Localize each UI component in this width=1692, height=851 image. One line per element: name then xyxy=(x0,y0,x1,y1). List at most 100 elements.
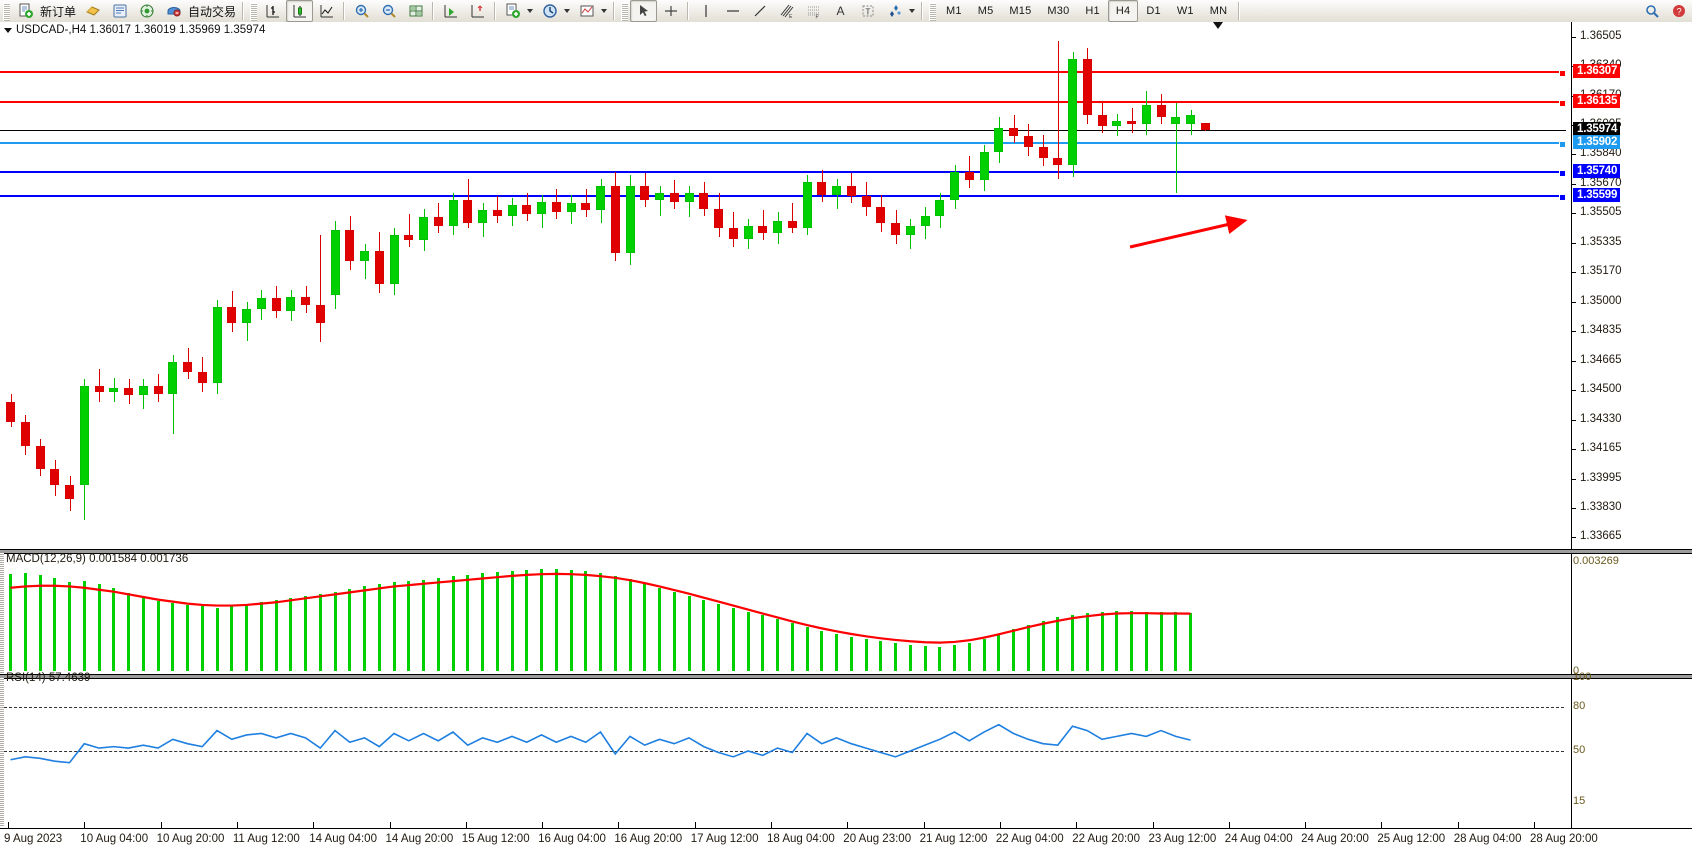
candle-body xyxy=(35,446,45,470)
timeframe-w1[interactable]: W1 xyxy=(1176,5,1194,17)
timeframe-m30[interactable]: M30 xyxy=(1047,5,1070,17)
price-level-label-bid[interactable]: 1.35974 xyxy=(1573,122,1621,137)
navigator-icon[interactable] xyxy=(133,0,160,22)
toolbar-separator xyxy=(242,2,245,20)
price-level-line-resistance[interactable] xyxy=(0,70,1566,73)
price-level-handle[interactable] xyxy=(1559,100,1566,108)
help-icon[interactable]: ? xyxy=(1665,0,1692,22)
price-level-handle[interactable] xyxy=(1559,194,1566,202)
candle-body xyxy=(817,182,827,195)
line-chart-icon[interactable] xyxy=(313,0,340,22)
price-level-label-support[interactable]: 1.35740 xyxy=(1573,163,1621,178)
trendline-icon[interactable] xyxy=(746,0,773,22)
indicators-dropdown-icon[interactable] xyxy=(527,9,534,13)
candle-body xyxy=(20,421,30,447)
price-tick xyxy=(1572,183,1576,185)
new-order-label[interactable]: 新订单 xyxy=(40,4,77,19)
period-toolbar-grip[interactable] xyxy=(929,1,937,21)
vertical-line-icon[interactable] xyxy=(692,0,719,22)
bar-chart-icon[interactable] xyxy=(259,0,286,22)
zoom-out-icon[interactable] xyxy=(375,0,402,22)
price-level-line-bid[interactable] xyxy=(0,130,1566,132)
price-level-handle[interactable] xyxy=(1559,169,1566,177)
horizontal-line-icon[interactable] xyxy=(719,0,746,22)
candle-wick xyxy=(659,185,661,216)
rsi-panel-divider[interactable] xyxy=(0,674,1692,679)
period-dropdown-icon[interactable] xyxy=(564,9,571,13)
chart-context-caret-icon[interactable] xyxy=(4,27,12,33)
main-toolbar[interactable]: 新订单 自动交易 xyxy=(0,0,1692,23)
chart-toolbar-grip[interactable] xyxy=(250,1,258,21)
macd-histogram-bar xyxy=(422,579,425,671)
price-level-line-resistance[interactable] xyxy=(0,101,1566,104)
price-tick-label: 1.33995 xyxy=(1580,471,1622,484)
chart-shift-icon[interactable] xyxy=(464,0,491,22)
period-icon[interactable] xyxy=(536,0,563,22)
macd-histogram-bar xyxy=(1189,612,1192,671)
price-level-label-level[interactable]: 1.35902 xyxy=(1573,135,1621,150)
terminal-icon[interactable] xyxy=(160,0,187,22)
price-level-label-support[interactable]: 1.35599 xyxy=(1573,188,1621,203)
macd-pane[interactable] xyxy=(0,553,1566,673)
fibonacci-icon[interactable]: F xyxy=(800,0,827,22)
macd-histogram-bar xyxy=(643,583,647,671)
auto-scroll-icon[interactable] xyxy=(437,0,464,22)
macd-histogram-bar xyxy=(864,639,868,671)
price-tick xyxy=(1572,537,1576,539)
templates-dropdown-icon[interactable] xyxy=(601,9,608,13)
candle-body xyxy=(610,185,620,253)
macd-histogram-bar xyxy=(820,630,824,671)
price-level-line-support[interactable] xyxy=(0,170,1566,173)
autotrading-label[interactable]: 自动交易 xyxy=(188,4,237,19)
timeframe-m5[interactable]: M5 xyxy=(977,5,994,17)
indicators-icon[interactable] xyxy=(499,0,526,22)
shapes-icon[interactable] xyxy=(881,0,908,22)
chart-marker-caret-icon[interactable] xyxy=(1213,22,1223,29)
rsi-pane[interactable] xyxy=(0,678,1566,826)
price-level-line-level[interactable] xyxy=(0,142,1566,145)
new-order-button[interactable] xyxy=(12,0,39,22)
equidistant-channel-icon[interactable]: E xyxy=(773,0,800,22)
templates-icon[interactable] xyxy=(573,0,600,22)
macd-pane-grip[interactable] xyxy=(0,553,4,673)
tools-toolbar-grip[interactable] xyxy=(621,1,629,21)
toolbar-grip[interactable] xyxy=(3,1,10,21)
search-icon[interactable] xyxy=(1638,0,1665,22)
text-label-icon[interactable]: T xyxy=(854,0,881,22)
price-pane[interactable] xyxy=(0,22,1566,552)
candle-body xyxy=(581,203,591,211)
cursor-icon[interactable] xyxy=(630,0,658,22)
price-level-line-support[interactable] xyxy=(0,195,1566,198)
price-tick-label: 1.35670 xyxy=(1580,176,1622,189)
price-level-label-resistance[interactable]: 1.36307 xyxy=(1573,63,1621,78)
candle-body xyxy=(1186,115,1195,125)
market-watch-icon[interactable] xyxy=(106,0,133,22)
time-tick xyxy=(618,822,620,829)
candlestick-icon[interactable] xyxy=(286,0,314,22)
timeframe-m15[interactable]: M15 xyxy=(1009,5,1032,17)
expert-advisors-icon[interactable] xyxy=(79,0,106,22)
rsi-pane-grip[interactable] xyxy=(0,678,4,826)
shapes-dropdown-icon[interactable] xyxy=(909,9,916,13)
candle-wick xyxy=(792,203,794,234)
timeframe-mn[interactable]: MN xyxy=(1209,5,1228,17)
candle-wick xyxy=(172,354,174,435)
macd-panel-divider[interactable] xyxy=(0,549,1692,554)
price-axis[interactable]: 1.365051.363401.361701.360051.358401.356… xyxy=(1571,22,1692,828)
price-level-handle[interactable] xyxy=(1559,69,1566,77)
zoom-in-icon[interactable] xyxy=(348,0,375,22)
timeframe-h1[interactable]: H1 xyxy=(1085,5,1100,17)
price-level-handle[interactable] xyxy=(1559,141,1566,149)
crosshair-icon[interactable] xyxy=(657,0,684,22)
macd-histogram-bar xyxy=(761,615,765,671)
price-level-label-resistance[interactable]: 1.36135 xyxy=(1573,94,1621,109)
time-tick xyxy=(1457,822,1459,829)
time-axis[interactable]: 9 Aug 2023 10 Aug 04:00 10 Aug 20:00 11 Aug… xyxy=(0,822,1692,851)
grid-icon[interactable] xyxy=(402,0,429,22)
timeframe-d1[interactable]: D1 xyxy=(1146,5,1161,17)
timeframe-m1[interactable]: M1 xyxy=(946,5,962,17)
chart-window[interactable]: USDCAD-,H4 1.36017 1.36019 1.35969 1.359… xyxy=(0,22,1692,851)
macd-histogram-bar xyxy=(318,594,322,671)
timeframe-h4[interactable]: H4 xyxy=(1107,0,1139,22)
text-icon[interactable]: A xyxy=(836,4,845,18)
